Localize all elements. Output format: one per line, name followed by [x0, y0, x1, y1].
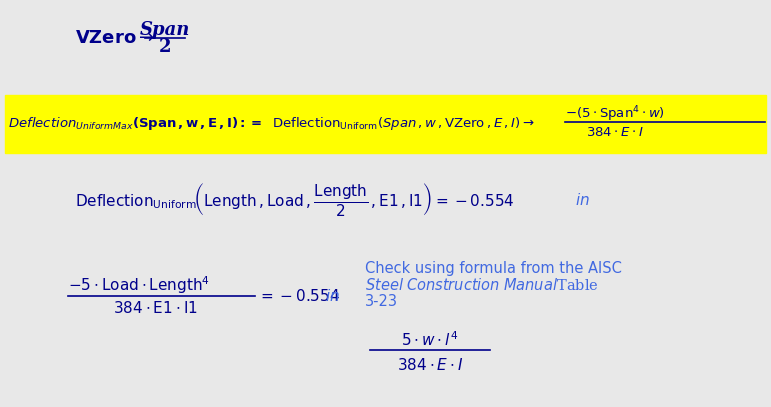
- Text: $\mathrm{Deflection}_{\mathrm{Uniform}}\!\left(\mathrm{Length}\,,\mathrm{Load}\,: $\mathrm{Deflection}_{\mathrm{Uniform}}\…: [75, 182, 514, 219]
- Text: $-(5 \cdot \mathrm{Span}^4 \cdot w)$: $-(5 \cdot \mathrm{Span}^4 \cdot w)$: [565, 104, 665, 124]
- Text: $384 \cdot E \cdot I$: $384 \cdot E \cdot I$: [586, 127, 644, 140]
- Text: $\mathbf{VZero} \rightarrow$: $\mathbf{VZero} \rightarrow$: [75, 29, 155, 47]
- Text: $\mathrm{Deflection}_{\mathrm{Uniform}}$$(\mathit{Span}\,,w\,,\mathrm{VZero}\,,E: $\mathrm{Deflection}_{\mathrm{Uniform}}$…: [272, 116, 534, 133]
- Text: $\mathit{in}$: $\mathit{in}$: [575, 192, 590, 208]
- Text: Check using formula from the AISC: Check using formula from the AISC: [365, 260, 622, 276]
- Text: 2: 2: [159, 38, 171, 56]
- Text: $\mathit{Deflection}_{\mathit{UniformMax}}$$\mathbf{(Span\,,w\,,E\,,I):=}$: $\mathit{Deflection}_{\mathit{UniformMax…: [8, 116, 262, 133]
- Text: $\mathit{Steel\;Construction\;Manual}$Table: $\mathit{Steel\;Construction\;Manual}$Ta…: [365, 277, 598, 293]
- Text: Span: Span: [140, 21, 190, 39]
- Text: $-5 \cdot \mathrm{Load} \cdot \mathrm{Length}^4$: $-5 \cdot \mathrm{Load} \cdot \mathrm{Le…: [68, 274, 210, 296]
- Text: $\mathit{in}$: $\mathit{in}$: [325, 288, 340, 304]
- Text: $= -0.554\;$: $= -0.554\;$: [258, 288, 340, 304]
- Text: $384 \cdot E \cdot I$: $384 \cdot E \cdot I$: [397, 357, 463, 373]
- Text: $384 \cdot \mathrm{E1} \cdot \mathrm{I1}$: $384 \cdot \mathrm{E1} \cdot \mathrm{I1}…: [113, 300, 197, 316]
- Text: 3-23: 3-23: [365, 295, 398, 309]
- FancyBboxPatch shape: [5, 95, 766, 153]
- Text: $5 \cdot w \cdot l^4$: $5 \cdot w \cdot l^4$: [402, 330, 459, 349]
